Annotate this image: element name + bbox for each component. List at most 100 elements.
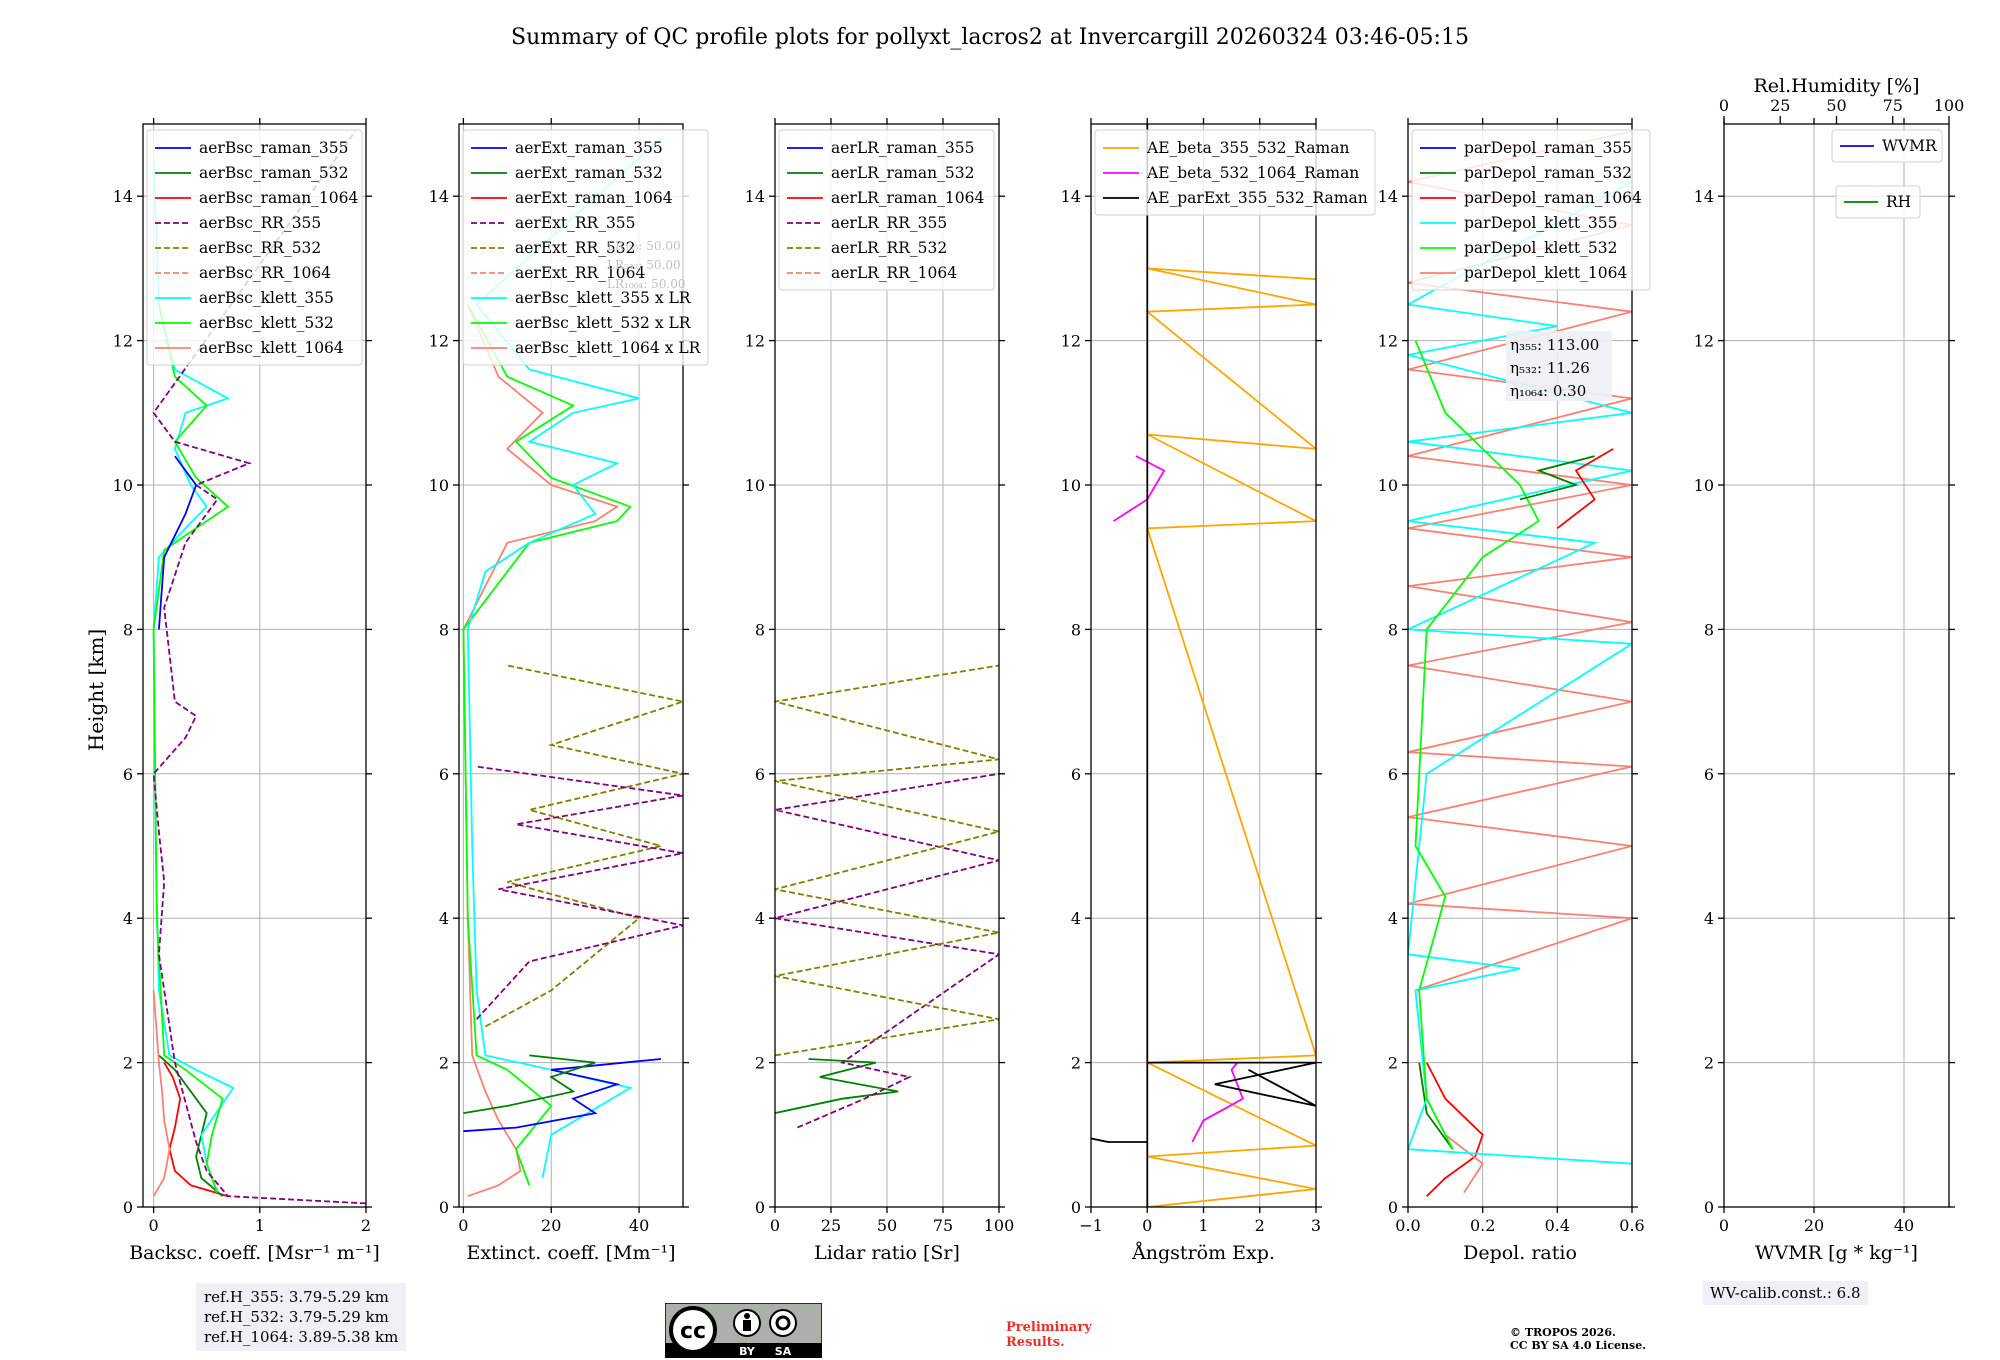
cc-text: cc [680, 1319, 706, 1344]
legend-label: aerExt_RR_532 [515, 239, 636, 257]
series-extinction-4 [463, 1054, 596, 1114]
copyright-note: © TROPOS 2026. CC BY SA 4.0 License. [1510, 1326, 1646, 1352]
y-tick-label: 10 [1378, 476, 1398, 495]
legend-label: parDepol_klett_1064 [1464, 264, 1627, 282]
x-axis-label-angstrom: Ångström Exp. [1131, 1242, 1275, 1264]
y-tick-label: 14 [1061, 187, 1081, 206]
legend-label: AE_parExt_355_532_Raman [1146, 189, 1368, 207]
legend-depol: parDepol_raman_355 parDepol_raman_532 parD… [1411, 129, 1651, 291]
series-backscatter-4 [152, 990, 171, 1197]
legend-label: aerLR_raman_1064 [831, 189, 984, 207]
y-axis-label: Height [km] [84, 629, 108, 751]
y-tick-label: 10 [113, 476, 133, 495]
x-tick-label: 50 [877, 1216, 897, 1235]
series-depol-6 [1556, 448, 1614, 530]
series-group-angstrom [1091, 124, 1316, 1207]
legend-label: aerExt_raman_1064 [515, 189, 673, 207]
cc-by-sa-badge: cc BY SA [665, 1303, 822, 1358]
rh-tick-label: 0 [1719, 96, 1729, 115]
grid-wvmr [1723, 124, 1949, 1208]
rh-tick-label: 50 [1826, 96, 1846, 115]
x-tick-label: 0 [1142, 1216, 1152, 1235]
y-tick-label: 4 [1071, 909, 1081, 928]
legend-label: aerLR_raman_355 [831, 139, 974, 157]
x-axis-label-extinction: Extinct. coeff. [Mm⁻¹] [466, 1242, 675, 1264]
series-backscatter-3 [152, 304, 230, 1193]
legend-label: aerBsc_RR_1064 [199, 264, 331, 282]
legend-label: aerExt_RR_355 [515, 214, 636, 232]
x-tick-label: 0 [149, 1216, 159, 1235]
y-tick-label: 12 [1378, 332, 1398, 351]
x-tick-label: 2 [361, 1216, 371, 1235]
legend-label: RH [1886, 193, 1911, 211]
x-tick-label: 20 [1804, 1216, 1824, 1235]
legend-angstrom: AE_beta_355_532_Raman AE_beta_532_1064_Ra… [1094, 129, 1376, 216]
axes-frame-depol [1407, 123, 1633, 1208]
wv-calibration-constant: WV-calib.const.: 6.8 [1710, 1284, 1861, 1302]
by-text: BY [739, 1345, 756, 1358]
x-tick-label: 0.6 [1619, 1216, 1644, 1235]
legend-label: WVMR [1882, 137, 1938, 155]
axes-frame-extinction [458, 123, 684, 1208]
x-tick-label: −1 [1079, 1216, 1103, 1235]
series-lidar_ratio-1 [775, 772, 999, 1129]
legend-label: parDepol_klett_532 [1464, 239, 1617, 257]
series-backscatter-6 [158, 455, 198, 630]
y-tick-label: 2 [1071, 1054, 1081, 1073]
eta-value: η₁₀₆₄: 0.30 [1510, 382, 1586, 400]
y-tick-label: 0 [123, 1198, 133, 1217]
legend-backscatter: aerBsc_raman_355 aerBsc_raman_532 aerBsc_r… [146, 129, 363, 366]
ref-height-532: ref.H_532: 3.79-5.29 km [204, 1308, 389, 1326]
y-tick-label: 12 [745, 332, 765, 351]
y-tick-label: 8 [755, 620, 765, 639]
series-depol-4 [1414, 340, 1540, 1150]
legend-label: aerLR_RR_355 [831, 214, 947, 232]
y-tick-label: 8 [439, 620, 449, 639]
x-tick-label: 1 [255, 1216, 265, 1235]
rh-tick-label: 100 [1934, 96, 1965, 115]
y-tick-label: 8 [123, 620, 133, 639]
y-tick-label: 2 [755, 1054, 765, 1073]
ticks-lidar_ratio [769, 118, 1005, 1213]
x-tick-label: 0.4 [1545, 1216, 1570, 1235]
lr-note: LR₅₃₂: 50.00 [607, 258, 681, 272]
y-tick-label: 10 [745, 476, 765, 495]
y-tick-label: 6 [1704, 765, 1714, 784]
y-tick-label: 2 [1704, 1054, 1714, 1073]
series-angstrom-2 [1113, 455, 1166, 522]
x-tick-label: 25 [821, 1216, 841, 1235]
eta-box [1506, 331, 1612, 401]
axes-frame-wvmr [1723, 123, 1950, 1208]
legend-label: aerBsc_klett_355 [199, 289, 334, 307]
panel-wvmr: 0 20 40 0 2 4 6 8 10 12 14 WVMR [g * kg⁻¹] 0 25 50 75 10… [1694, 75, 1965, 1264]
rh-axis-label: Rel.Humidity [%] [1753, 75, 1919, 97]
y-tick-label: 6 [1071, 765, 1081, 784]
y-tick-label: 0 [755, 1198, 765, 1217]
x-tick-label: 100 [984, 1216, 1015, 1235]
copyright-line-2: CC BY SA 4.0 License. [1510, 1339, 1647, 1352]
legend-label: aerExt_raman_532 [515, 164, 663, 182]
legend-label: aerBsc_raman_1064 [199, 189, 359, 207]
y-tick-label: 2 [1388, 1054, 1398, 1073]
legend-label: aerBsc_klett_1064 x LR [515, 339, 702, 357]
y-tick-label: 12 [1061, 332, 1081, 351]
preliminary-line-2: Results. [1006, 1335, 1065, 1350]
panel-lidar_ratio: 0 25 50 75 100 0 2 4 6 8 10 12 14 Lidar ratio [Sr] aer… [745, 118, 1015, 1264]
wv-calibration-box: WV-calib.const.: 6.8 [1703, 1281, 1868, 1305]
panel-extinction: 0 20 40 0 2 4 6 8 10 12 14 Extinct. coeff. [Mm⁻¹] ae… [429, 118, 709, 1264]
legend-box [1411, 129, 1651, 291]
y-tick-label: 8 [1388, 620, 1398, 639]
ticks-depol [1402, 118, 1638, 1213]
y-tick-label: 10 [1694, 476, 1714, 495]
series-backscatter-5 [152, 130, 366, 1205]
x-tick-label: 40 [629, 1216, 649, 1235]
y-tick-label: 12 [113, 332, 133, 351]
x-tick-label: 75 [933, 1216, 953, 1235]
rh-tick-label: 75 [1883, 96, 1903, 115]
legend-lidar_ratio: aerLR_raman_355 aerLR_raman_532 aerLR_rama… [778, 129, 995, 291]
ticks-backscatter [137, 118, 372, 1213]
series-depol-1 [1418, 1062, 1454, 1150]
y-tick-label: 0 [1071, 1198, 1081, 1217]
